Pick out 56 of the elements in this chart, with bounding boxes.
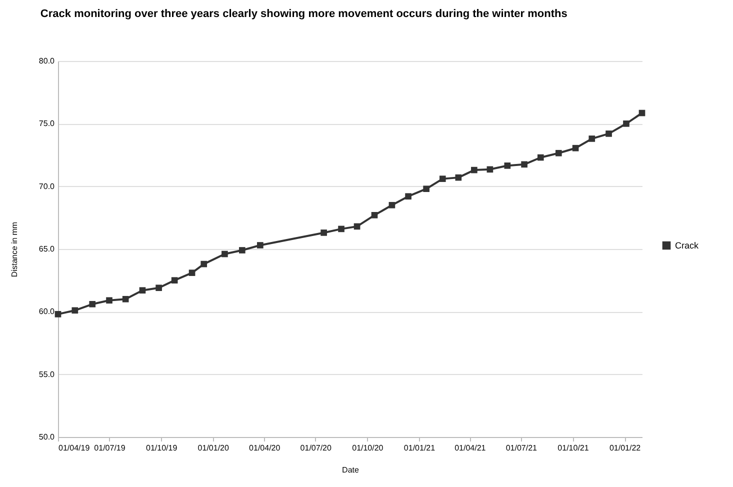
point — [338, 226, 344, 232]
point — [405, 193, 412, 200]
y-tick-label: 80.0 — [38, 56, 56, 66]
y-axis-title: Distance in mm — [10, 222, 19, 278]
x-tick-label: 01/01/22 — [609, 444, 642, 452]
point — [588, 136, 596, 142]
point — [423, 186, 430, 192]
point — [320, 230, 327, 236]
point — [106, 297, 112, 304]
point — [572, 144, 579, 152]
x-tick-label: 01/04/21 — [454, 444, 486, 452]
point — [388, 202, 396, 208]
point — [89, 300, 96, 308]
legend-label: Crack — [675, 240, 699, 250]
point — [537, 154, 544, 161]
point — [486, 166, 494, 173]
point — [72, 307, 78, 314]
point — [200, 260, 208, 268]
x-tick-label: 01/07/21 — [506, 444, 538, 452]
point — [504, 162, 511, 169]
point — [638, 110, 646, 116]
x-tick-label: 01/07/19 — [94, 444, 126, 452]
y-tick-label: 70.0 — [38, 182, 56, 191]
y-tick-label: 55.0 — [38, 370, 56, 379]
point — [555, 150, 562, 156]
y-tick-label: 50.0 — [38, 432, 56, 442]
point — [439, 176, 446, 182]
point — [471, 166, 478, 174]
point — [371, 212, 378, 218]
y-tick-label: 75.0 — [38, 119, 56, 128]
point — [222, 250, 228, 258]
x-axis-title: Date — [342, 466, 360, 474]
x-tick-label: 01/10/21 — [558, 444, 590, 452]
x-tick-label: 01/01/20 — [198, 444, 230, 452]
point — [54, 311, 62, 318]
point — [623, 120, 630, 127]
point — [171, 277, 178, 284]
point — [257, 242, 264, 248]
x-tick-label: 01/04/20 — [249, 444, 281, 452]
point — [455, 174, 462, 181]
point — [139, 287, 146, 294]
point — [122, 296, 129, 302]
point — [521, 161, 528, 168]
y-tick-label: 65.0 — [38, 244, 56, 254]
x-tick-label: 01/10/19 — [146, 444, 178, 452]
x-tick-label: 01/10/20 — [352, 444, 384, 452]
point — [354, 223, 360, 230]
x-tick-label: 01/01/21 — [404, 444, 436, 452]
y-tick-label: 60.0 — [38, 307, 56, 316]
point — [238, 247, 246, 254]
x-tick-label: 01/07/20 — [300, 444, 332, 452]
chart-title: Crack monitoring over three years clearly showing more movement occurs during the winter months — [40, 8, 568, 20]
point — [606, 130, 612, 137]
point — [188, 270, 196, 276]
point — [156, 284, 162, 292]
x-tick-label: 01/04/19 — [58, 444, 90, 452]
